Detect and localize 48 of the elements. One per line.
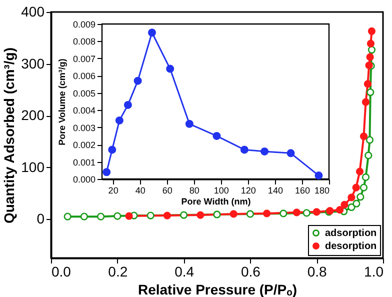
x-tick-label: 40 (135, 186, 146, 196)
x-tick-label: 0.8 (307, 264, 328, 280)
x-tick-label: 0.0 (52, 264, 72, 280)
y-tick-label: 0.008 (72, 36, 96, 47)
y-tick-label: 0.004 (72, 106, 96, 116)
point (166, 64, 174, 73)
point (124, 100, 132, 109)
x-tick-label: 0.2 (108, 264, 128, 280)
y-tick-label: 300 (21, 55, 45, 72)
y-tick-label: 0.006 (72, 71, 96, 82)
legend-label: desorption (325, 241, 377, 252)
y-tick-label: 100 (21, 158, 45, 175)
y-axis-title: Pore Volume (cm³/g) (56, 58, 67, 146)
point (212, 132, 221, 140)
x-tick-label: 180 (314, 186, 330, 196)
point (108, 146, 116, 154)
point (286, 149, 295, 158)
point (314, 172, 323, 180)
y-tick-label: 0.009 (72, 20, 96, 30)
x-tick-label: 0.4 (174, 264, 194, 280)
y-tick-label: 200 (21, 107, 45, 124)
x-tick-label: 1.0 (364, 264, 384, 280)
point (134, 76, 142, 85)
x-tick-label: 80 (189, 186, 200, 196)
y-tick-label: 0.003 (72, 122, 96, 133)
point (260, 147, 269, 156)
x-axis-title: Pore Width (nm) (181, 196, 251, 206)
x-tick-label: 100 (214, 186, 229, 196)
legend-label: adsorption (325, 228, 377, 239)
y-tick-label: 0 (36, 210, 45, 227)
point (148, 28, 156, 37)
y-tick-label: 0.002 (72, 140, 96, 150)
y-tick-label: 400 (21, 4, 45, 20)
point (185, 120, 194, 128)
x-tick-label: 0.6 (240, 264, 261, 280)
y-tick-label: 0.005 (72, 88, 96, 98)
point (115, 116, 124, 124)
y-tick-label: 0.000 (72, 174, 96, 184)
point (240, 146, 248, 154)
x-tick-label: 140 (268, 186, 283, 196)
x-tick-label: 60 (162, 186, 172, 196)
y-axis-title: Quantity Adsorbed (cm³/g) (1, 47, 18, 224)
x-tick-label: 160 (294, 186, 310, 196)
y-tick-label: 0.007 (72, 54, 96, 64)
y-tick-label: 0.001 (72, 157, 96, 168)
x-tick-label: 120 (240, 186, 256, 196)
x-tick-label: 20 (108, 186, 118, 196)
point (102, 168, 111, 176)
